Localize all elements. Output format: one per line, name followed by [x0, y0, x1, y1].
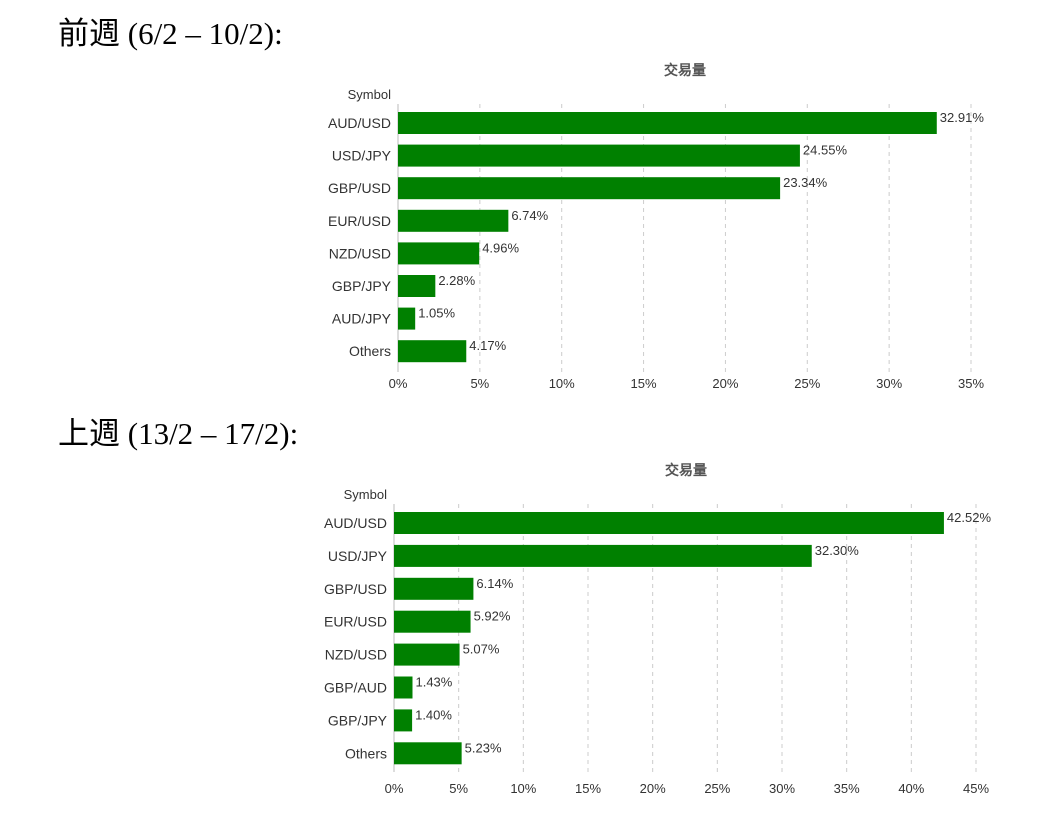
- x-tick-label: 30%: [876, 376, 902, 391]
- bar: [398, 340, 467, 363]
- category-label: GBP/AUD: [324, 680, 387, 696]
- x-tick-label: 10%: [510, 781, 536, 796]
- chart-title: 交易量: [664, 62, 706, 79]
- category-label: NZD/USD: [325, 647, 387, 663]
- category-label: GBP/JPY: [328, 712, 388, 728]
- data-label: 42.52%: [947, 510, 992, 525]
- bar: [394, 676, 413, 699]
- volume-chart-previous-week: 交易量 Symbol 0% 5% 10% 15% 20% 25% 30% 35% AUD/USD 32…: [328, 62, 985, 391]
- heading-previous-week: 前週 (6/2 – 10/2):: [58, 16, 283, 51]
- bar: [394, 643, 460, 666]
- heading-last-week: 上週 (13/2 – 17/2):: [58, 416, 299, 451]
- category-label: USD/JPY: [332, 148, 392, 164]
- data-label: 6.74%: [511, 208, 548, 223]
- data-label: 4.17%: [469, 338, 506, 353]
- data-label: 4.96%: [482, 240, 519, 255]
- bar: [398, 209, 509, 232]
- x-tick-label: 25%: [794, 376, 820, 391]
- x-tick-label: 5%: [470, 376, 489, 391]
- bar: [394, 512, 944, 534]
- category-label: GBP/USD: [324, 581, 387, 597]
- x-tick-label: 20%: [640, 781, 666, 796]
- data-label: 5.23%: [465, 740, 502, 755]
- bar: [394, 577, 474, 600]
- x-tick-label: 20%: [712, 376, 738, 391]
- category-label: EUR/USD: [324, 614, 387, 630]
- volume-chart-last-week: 交易量 Symbol 0% 5% 10% 15% 20% 25% 30% 35% 40% 45% AUD…: [324, 462, 992, 796]
- data-label: 23.34%: [783, 175, 828, 190]
- bar: [398, 307, 416, 330]
- x-tick-label: 30%: [769, 781, 795, 796]
- data-label: 32.30%: [815, 543, 860, 558]
- category-label: GBP/USD: [328, 180, 391, 196]
- data-label: 32.91%: [940, 110, 985, 125]
- x-tick-label: 0%: [389, 376, 408, 391]
- x-tick-label: 25%: [704, 781, 730, 796]
- data-label: 5.92%: [474, 609, 511, 624]
- category-label: AUD/USD: [328, 115, 391, 131]
- data-label: 2.28%: [438, 273, 475, 288]
- bar: [398, 275, 436, 297]
- data-label: 24.55%: [803, 143, 848, 158]
- data-label: 1.40%: [415, 707, 452, 722]
- x-tick-label: 15%: [631, 376, 657, 391]
- x-tick-label: 35%: [834, 781, 860, 796]
- y-axis-label: Symbol: [344, 487, 387, 502]
- x-tick-label: 5%: [449, 781, 468, 796]
- category-label: NZD/USD: [329, 245, 391, 261]
- y-axis-label: Symbol: [348, 87, 391, 102]
- bar: [394, 544, 812, 567]
- category-label: Others: [349, 343, 391, 359]
- x-tick-label: 35%: [958, 376, 984, 391]
- chart-title: 交易量: [665, 462, 707, 479]
- x-tick-label: 10%: [549, 376, 575, 391]
- bar: [394, 742, 462, 765]
- category-label: EUR/USD: [328, 213, 391, 229]
- data-label: 5.07%: [463, 642, 500, 657]
- category-label: Others: [345, 745, 387, 761]
- category-label: AUD/JPY: [332, 311, 392, 327]
- bar: [398, 177, 781, 200]
- bar: [394, 709, 413, 732]
- data-label: 1.43%: [415, 675, 452, 690]
- category-label: USD/JPY: [328, 548, 388, 564]
- data-label: 6.14%: [476, 576, 513, 591]
- x-tick-label: 0%: [385, 781, 404, 796]
- category-label: AUD/USD: [324, 515, 387, 531]
- x-tick-label: 15%: [575, 781, 601, 796]
- category-label: GBP/JPY: [332, 278, 392, 294]
- data-label: 1.05%: [418, 306, 455, 321]
- bar: [398, 112, 937, 134]
- bar: [394, 610, 471, 633]
- x-tick-label: 45%: [963, 781, 989, 796]
- bar: [398, 242, 480, 265]
- bar: [398, 144, 800, 167]
- x-tick-label: 40%: [898, 781, 924, 796]
